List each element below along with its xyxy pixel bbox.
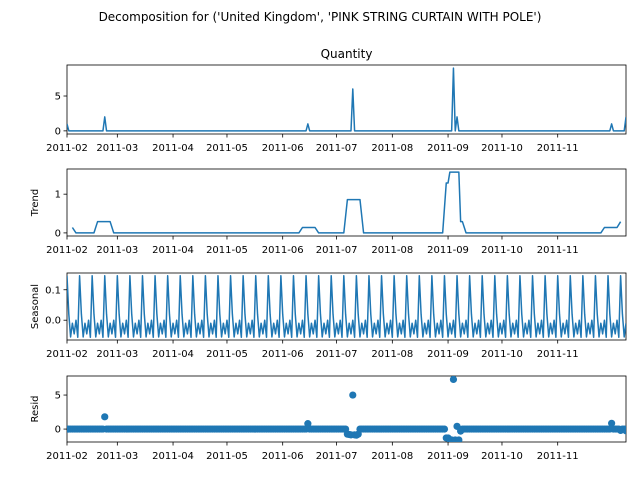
- x-tick-label: 2011-02: [46, 245, 88, 256]
- resid-point: [101, 413, 109, 421]
- y-tick-label: 0.0: [45, 316, 61, 327]
- x-tick-label: 2011-03: [96, 451, 138, 462]
- x-tick-label: 2011-06: [262, 451, 304, 462]
- resid-point: [354, 430, 362, 438]
- x-tick-label: 2011-02: [46, 349, 88, 360]
- axes-frame: [66, 64, 627, 135]
- resid-point: [617, 426, 625, 435]
- panels-group: 0 5 2011-02 2011-03 2011-04 2011-05 2011-06 201…: [30, 47, 627, 462]
- x-tick-label: 2011-07: [316, 349, 358, 360]
- resid-point: [440, 425, 449, 433]
- x-tick-label: 2011-05: [206, 245, 248, 256]
- x-tick-label: 2011-05: [206, 451, 248, 462]
- resid-point: [449, 376, 458, 384]
- x-tick-label: 2011-11: [537, 143, 579, 154]
- axes-frame: [66, 168, 627, 237]
- panel-1: 0 5 2011-02 2011-03 2011-04 2011-05 2011-06 201…: [46, 47, 627, 154]
- x-tick-label: 2011-05: [206, 143, 248, 154]
- resid-point: [304, 420, 312, 428]
- resid-point: [455, 436, 463, 442]
- x-tick-label: 2011-11: [537, 451, 579, 462]
- x-tick-label: 2011-03: [96, 245, 138, 256]
- y-tick-label: 0: [55, 425, 61, 436]
- series-line: [71, 171, 622, 234]
- x-tick-label: 2011-02: [46, 143, 88, 154]
- x-tick-label: 2011-11: [537, 245, 579, 256]
- x-tick-label: 2011-04: [152, 349, 194, 360]
- figure-title: Decomposition for ('United Kingdom', 'PI…: [99, 10, 542, 24]
- x-tick-label: 2011-09: [427, 349, 469, 360]
- resid-point: [608, 419, 616, 427]
- x-tick-label: 2011-08: [371, 143, 413, 154]
- x-tick-label: 2011-08: [371, 245, 413, 256]
- y-tick-label: 5: [55, 391, 61, 402]
- x-tick-label: 2011-09: [427, 451, 469, 462]
- series-line: [67, 67, 626, 132]
- panel-3: 0.0 0.1 2011-02 2011-03 2011-04 2011-05 2011-0…: [30, 272, 627, 360]
- x-tick-label: 2011-05: [206, 349, 248, 360]
- panel-4: 0 5 2011-02 2011-03 2011-04 2011-05 2011-06 201…: [30, 375, 627, 462]
- x-tick-label: 2011-02: [46, 451, 88, 462]
- x-tick-label: 2011-07: [316, 245, 358, 256]
- x-tick-label: 2011-04: [152, 451, 194, 462]
- resid-point: [349, 391, 357, 399]
- x-tick-label: 2011-10: [481, 143, 523, 154]
- y-tick-label: 0.1: [45, 285, 61, 296]
- x-tick-label: 2011-09: [427, 143, 469, 154]
- x-tick-label: 2011-04: [152, 143, 194, 154]
- x-tick-label: 2011-10: [481, 349, 523, 360]
- x-tick-label: 2011-09: [427, 245, 469, 256]
- x-tick-label: 2011-07: [316, 143, 358, 154]
- y-axis-label: Trend: [30, 189, 41, 217]
- x-tick-label: 2011-08: [371, 451, 413, 462]
- y-axis-label: Seasonal: [30, 284, 41, 329]
- y-tick-label: 1: [55, 190, 61, 201]
- x-tick-label: 2011-08: [371, 349, 413, 360]
- x-tick-label: 2011-03: [96, 143, 138, 154]
- x-tick-label: 2011-04: [152, 245, 194, 256]
- resid-point: [457, 427, 465, 435]
- panel-title: Quantity: [321, 47, 373, 61]
- axes-frame: [66, 272, 627, 341]
- scatter-points: [67, 376, 626, 442]
- x-tick-label: 2011-03: [96, 349, 138, 360]
- y-tick-label: 5: [55, 92, 61, 103]
- x-tick-label: 2011-07: [316, 451, 358, 462]
- x-tick-label: 2011-10: [481, 245, 523, 256]
- panel-2: 0 1 2011-02 2011-03 2011-04 2011-05 2011-06 201…: [30, 168, 627, 256]
- series-line: [67, 274, 626, 339]
- y-tick-label: 0: [55, 228, 61, 239]
- x-tick-label: 2011-10: [481, 451, 523, 462]
- x-tick-label: 2011-06: [262, 143, 304, 154]
- y-axis-label: Resid: [30, 396, 41, 423]
- x-tick-label: 2011-11: [537, 349, 579, 360]
- y-tick-label: 0: [55, 126, 61, 137]
- resid-point: [622, 427, 626, 435]
- x-tick-label: 2011-06: [262, 245, 304, 256]
- axes-frame: [66, 375, 627, 443]
- x-tick-label: 2011-06: [262, 349, 304, 360]
